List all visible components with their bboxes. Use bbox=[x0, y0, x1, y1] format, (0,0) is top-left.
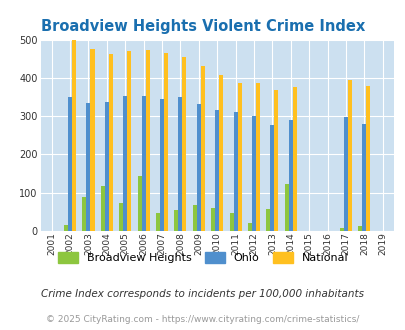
Bar bbox=[145, 50, 149, 231]
Bar bbox=[237, 83, 241, 231]
Bar bbox=[358, 226, 362, 231]
Bar bbox=[68, 97, 72, 231]
Text: © 2025 CityRating.com - https://www.cityrating.com/crime-statistics/: © 2025 CityRating.com - https://www.city… bbox=[46, 315, 359, 324]
Bar bbox=[229, 213, 233, 231]
Bar bbox=[288, 120, 292, 231]
Bar bbox=[127, 51, 131, 231]
Bar bbox=[86, 103, 90, 231]
Bar bbox=[211, 208, 215, 231]
Bar bbox=[256, 83, 260, 231]
Bar bbox=[274, 90, 278, 231]
Bar bbox=[182, 57, 186, 231]
Bar bbox=[160, 99, 164, 231]
Legend: Broadview Heights, Ohio, National: Broadview Heights, Ohio, National bbox=[53, 248, 352, 267]
Bar bbox=[266, 209, 270, 231]
Bar bbox=[362, 124, 365, 231]
Bar bbox=[174, 210, 178, 231]
Bar bbox=[100, 186, 104, 231]
Bar bbox=[292, 87, 296, 231]
Bar bbox=[200, 66, 205, 231]
Bar bbox=[141, 96, 145, 231]
Bar bbox=[164, 52, 168, 231]
Bar bbox=[72, 40, 76, 231]
Bar bbox=[339, 228, 343, 231]
Bar bbox=[343, 117, 347, 231]
Bar bbox=[233, 112, 237, 231]
Bar bbox=[215, 111, 219, 231]
Bar bbox=[219, 75, 223, 231]
Bar bbox=[123, 96, 127, 231]
Bar bbox=[196, 104, 200, 231]
Bar bbox=[104, 102, 109, 231]
Bar bbox=[82, 197, 86, 231]
Bar bbox=[347, 80, 351, 231]
Bar bbox=[137, 176, 141, 231]
Bar bbox=[284, 184, 288, 231]
Text: Broadview Heights Violent Crime Index: Broadview Heights Violent Crime Index bbox=[41, 19, 364, 34]
Bar bbox=[90, 49, 94, 231]
Bar bbox=[119, 203, 123, 231]
Bar bbox=[64, 225, 68, 231]
Bar bbox=[156, 213, 160, 231]
Bar bbox=[192, 205, 196, 231]
Bar bbox=[109, 54, 113, 231]
Bar bbox=[252, 116, 256, 231]
Bar bbox=[247, 222, 252, 231]
Bar bbox=[365, 85, 369, 231]
Text: Crime Index corresponds to incidents per 100,000 inhabitants: Crime Index corresponds to incidents per… bbox=[41, 289, 364, 299]
Bar bbox=[270, 125, 274, 231]
Bar bbox=[178, 97, 182, 231]
